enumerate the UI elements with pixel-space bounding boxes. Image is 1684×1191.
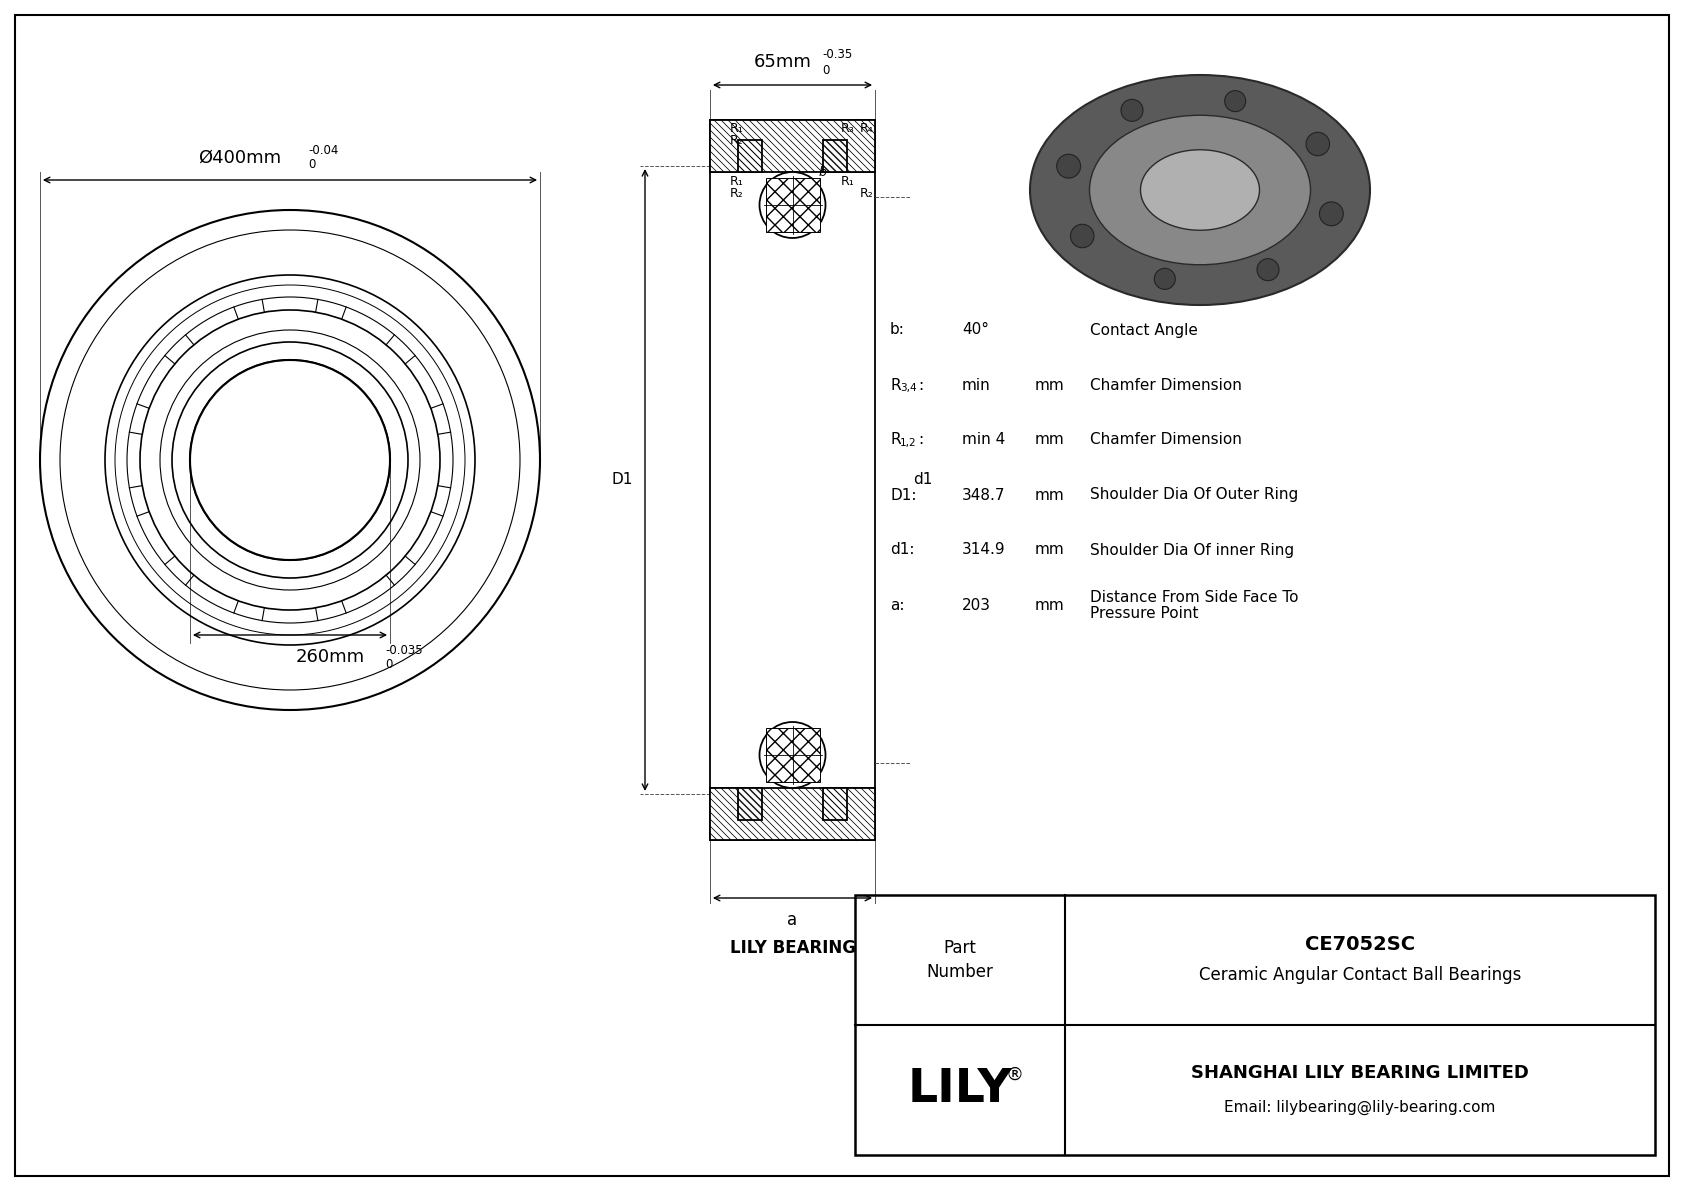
Text: R₁: R₁ (842, 175, 855, 188)
Text: 40°: 40° (962, 323, 989, 337)
Ellipse shape (1031, 75, 1371, 305)
Circle shape (1122, 99, 1143, 121)
Text: Shoulder Dia Of inner Ring: Shoulder Dia Of inner Ring (1090, 542, 1293, 557)
Bar (766, 177, 820, 232)
Text: Distance From Side Face To: Distance From Side Face To (1090, 590, 1298, 605)
Text: R₁: R₁ (729, 121, 744, 135)
Text: min 4: min 4 (962, 432, 1005, 448)
Text: a: a (788, 911, 798, 929)
Ellipse shape (1090, 116, 1310, 264)
Text: 0: 0 (386, 657, 392, 671)
Text: CE7052SC: CE7052SC (1305, 935, 1415, 954)
Text: Pressure Point: Pressure Point (1090, 606, 1199, 622)
Circle shape (759, 172, 825, 238)
Polygon shape (823, 141, 847, 172)
Text: R₁: R₁ (729, 175, 744, 188)
Text: LILY: LILY (908, 1067, 1012, 1112)
Circle shape (1071, 224, 1095, 248)
Text: Contact Angle: Contact Angle (1090, 323, 1197, 337)
Text: R₂: R₂ (729, 135, 744, 146)
Polygon shape (738, 788, 761, 819)
Text: R: R (891, 378, 901, 393)
Text: 203: 203 (962, 598, 990, 612)
Text: R: R (891, 432, 901, 448)
Bar (855, 894, 1655, 1155)
Text: mm: mm (1036, 598, 1064, 612)
Bar (766, 728, 820, 782)
Text: -0.35: -0.35 (822, 49, 852, 62)
Text: R₂: R₂ (861, 187, 874, 200)
Circle shape (190, 360, 391, 560)
Polygon shape (711, 120, 876, 172)
Text: 314.9: 314.9 (962, 542, 1005, 557)
Polygon shape (738, 141, 761, 172)
Text: a:: a: (891, 598, 904, 612)
Text: Ceramic Angular Contact Ball Bearings: Ceramic Angular Contact Ball Bearings (1199, 966, 1521, 984)
Text: R₃: R₃ (842, 121, 855, 135)
Text: min: min (962, 378, 990, 393)
Text: mm: mm (1036, 542, 1064, 557)
Text: Ø400mm: Ø400mm (199, 149, 281, 167)
Circle shape (1320, 202, 1344, 226)
Text: D1: D1 (611, 473, 633, 487)
Text: 260mm: 260mm (295, 648, 364, 666)
Text: LILY BEARING: LILY BEARING (729, 939, 855, 958)
Text: Chamfer Dimension: Chamfer Dimension (1090, 378, 1241, 393)
Text: R₄: R₄ (861, 121, 874, 135)
Text: Chamfer Dimension: Chamfer Dimension (1090, 432, 1241, 448)
Text: :: : (918, 432, 923, 448)
Circle shape (1256, 258, 1280, 281)
Text: -0.035: -0.035 (386, 643, 423, 656)
Circle shape (1056, 155, 1081, 179)
Text: -0.04: -0.04 (308, 144, 338, 157)
Ellipse shape (1140, 150, 1260, 230)
Text: Part
Number: Part Number (926, 940, 994, 981)
Circle shape (1154, 268, 1175, 289)
Text: :: : (918, 378, 923, 393)
Text: d1:: d1: (891, 542, 914, 557)
Text: 0: 0 (308, 158, 315, 172)
Text: Shoulder Dia Of Outer Ring: Shoulder Dia Of Outer Ring (1090, 487, 1298, 503)
Circle shape (1307, 132, 1329, 156)
Polygon shape (823, 788, 847, 819)
Text: D1:: D1: (891, 487, 916, 503)
Text: d1: d1 (913, 473, 933, 487)
Text: SHANGHAI LILY BEARING LIMITED: SHANGHAI LILY BEARING LIMITED (1191, 1064, 1529, 1081)
Text: 65mm: 65mm (753, 54, 812, 71)
Text: 3,4: 3,4 (899, 384, 916, 393)
Polygon shape (711, 788, 876, 840)
Text: R₂: R₂ (729, 187, 744, 200)
Text: mm: mm (1036, 487, 1064, 503)
Text: b:: b: (891, 323, 904, 337)
Text: mm: mm (1036, 432, 1064, 448)
Text: ®: ® (1005, 1066, 1024, 1084)
Circle shape (1224, 91, 1246, 112)
Text: Email: lilybearing@lily-bearing.com: Email: lilybearing@lily-bearing.com (1224, 1099, 1495, 1115)
Text: b: b (818, 166, 827, 179)
Text: 1,2: 1,2 (899, 438, 916, 448)
Text: mm: mm (1036, 378, 1064, 393)
Text: 348.7: 348.7 (962, 487, 1005, 503)
Text: 0: 0 (822, 63, 830, 76)
Circle shape (759, 722, 825, 788)
